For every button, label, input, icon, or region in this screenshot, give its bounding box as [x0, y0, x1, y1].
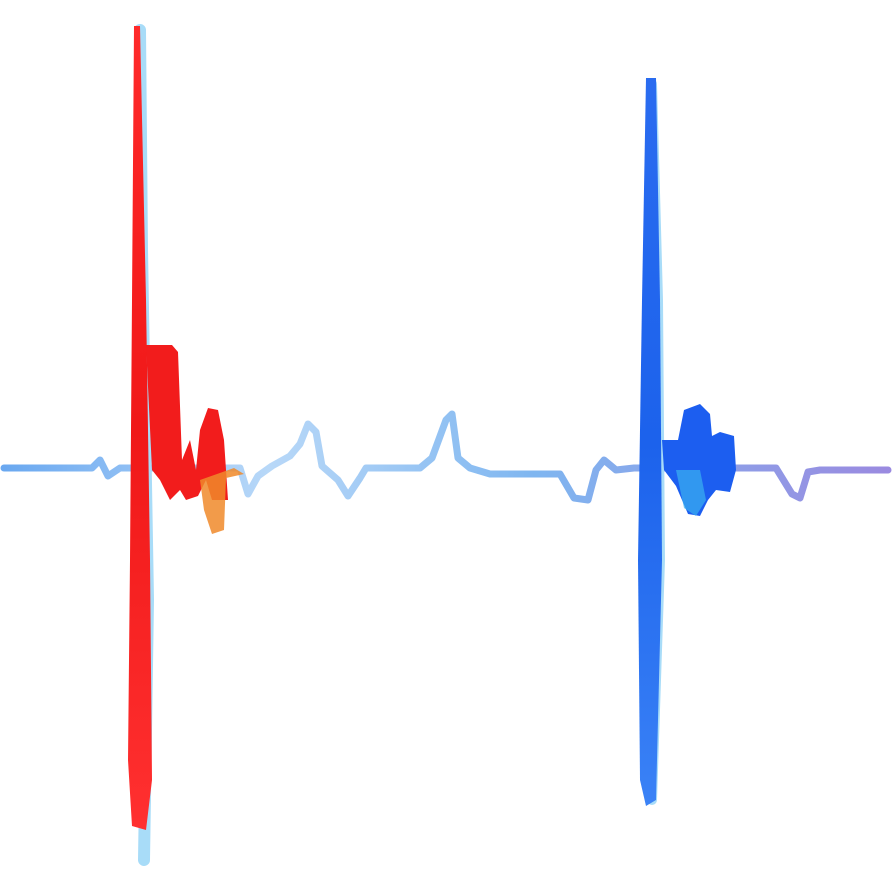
red-wave — [146, 345, 228, 500]
red-spike — [128, 26, 152, 830]
cyan-accent — [676, 470, 706, 516]
orange-accent — [200, 468, 244, 534]
blue-spike — [638, 78, 662, 806]
